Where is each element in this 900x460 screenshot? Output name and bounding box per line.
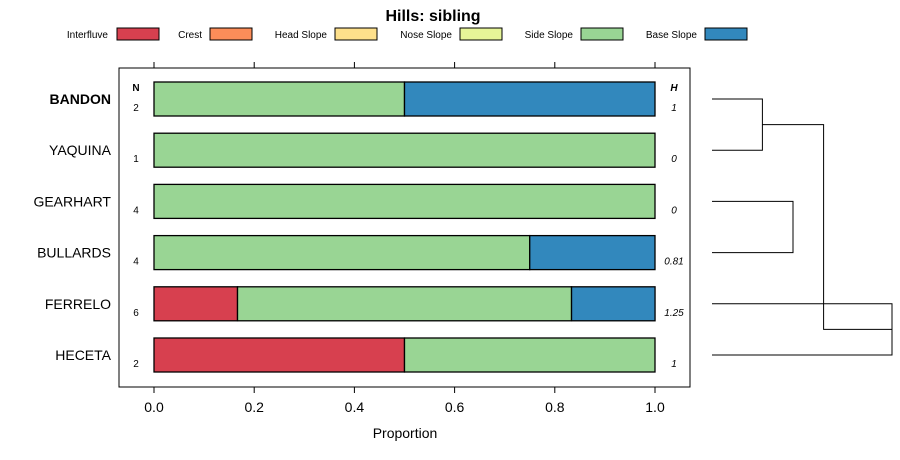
dendrogram-branch-3 xyxy=(762,124,892,330)
h-value-yaquina: 0 xyxy=(671,154,677,165)
n-value-heceta: 2 xyxy=(133,359,139,370)
x-tick-label-4: 0.8 xyxy=(545,399,565,415)
bar-bandon-base-slope xyxy=(403,81,656,117)
plot-frame xyxy=(118,67,691,388)
legend-label-head-slope: Head Slope xyxy=(275,30,328,41)
bar-ferrelo-interfluve xyxy=(153,286,239,322)
n-value-bullards: 4 xyxy=(133,257,139,268)
legend-label-side-slope: Side Slope xyxy=(525,30,574,41)
legend-swatch-head-slope xyxy=(334,27,378,41)
x-axis: 0.0 0.2 0.4 0.6 0.8 1.0 xyxy=(144,62,665,415)
bar-bullards-side-slope xyxy=(153,234,531,271)
h-value-gearhart: 0 xyxy=(671,205,677,216)
legend-swatch-interfluve xyxy=(116,27,160,41)
bar-gearhart-side-slope xyxy=(153,183,656,220)
legend-swatch-nose-slope xyxy=(459,27,503,41)
chart-title: Hills: sibling xyxy=(385,8,480,25)
row-label-heceta: HECETA xyxy=(55,347,111,363)
h-column-header: H xyxy=(670,83,678,94)
x-tick-label-1: 0.2 xyxy=(244,399,264,415)
legend: Interfluve Crest Head Slope Nose Slope Side … xyxy=(67,27,748,41)
n-value-gearhart: 4 xyxy=(133,205,139,216)
x-tick-label-5: 1.0 xyxy=(645,399,665,415)
legend-swatch-side-slope xyxy=(580,27,624,41)
dendrogram-branch-0 xyxy=(712,98,763,151)
h-labels: 1 0 0 0.81 1.25 1 xyxy=(664,103,684,370)
bar-bandon-side-slope xyxy=(153,81,406,117)
bar-heceta-side-slope xyxy=(403,337,656,373)
legend-label-base-slope: Base Slope xyxy=(646,30,698,41)
h-value-bandon: 1 xyxy=(671,103,677,114)
x-tick-label-3: 0.6 xyxy=(445,399,465,415)
x-tick-label-0: 0.0 xyxy=(144,399,164,415)
h-value-bullards: 0.81 xyxy=(664,257,683,268)
bar-group xyxy=(153,81,656,373)
legend-label-interfluve: Interfluve xyxy=(67,30,109,41)
legend-label-crest: Crest xyxy=(178,30,202,41)
dendrogram-branch-1 xyxy=(712,200,794,254)
row-labels: BANDON YAQUINA GEARHART BULLARDS FERRELO HECE… xyxy=(33,91,111,363)
n-labels: 2 1 4 4 6 2 xyxy=(133,103,139,370)
legend-label-nose-slope: Nose Slope xyxy=(400,30,452,41)
row-label-bandon: BANDON xyxy=(50,91,111,107)
x-tick-label-2: 0.4 xyxy=(345,399,365,415)
bar-heceta-interfluve xyxy=(153,337,406,373)
row-label-ferrelo: FERRELO xyxy=(45,296,111,312)
bar-bullards-base-slope xyxy=(529,234,656,271)
row-label-gearhart: GEARHART xyxy=(33,193,111,209)
row-label-bullards: BULLARDS xyxy=(37,245,111,261)
row-label-yaquina: YAQUINA xyxy=(49,142,112,158)
h-value-ferrelo: 1.25 xyxy=(664,308,684,319)
bar-ferrelo-base-slope xyxy=(570,286,656,322)
n-value-bandon: 2 xyxy=(133,103,139,114)
legend-swatch-crest xyxy=(209,27,253,41)
bar-ferrelo-side-slope xyxy=(236,286,573,322)
n-value-ferrelo: 6 xyxy=(133,308,139,319)
n-value-yaquina: 1 xyxy=(133,154,139,165)
n-column-header: N xyxy=(132,83,139,94)
legend-swatch-base-slope xyxy=(704,27,748,41)
x-axis-label: Proportion xyxy=(373,425,438,441)
dendrogram xyxy=(712,98,893,356)
bar-yaquina-side-slope xyxy=(153,132,656,168)
h-value-heceta: 1 xyxy=(671,359,677,370)
